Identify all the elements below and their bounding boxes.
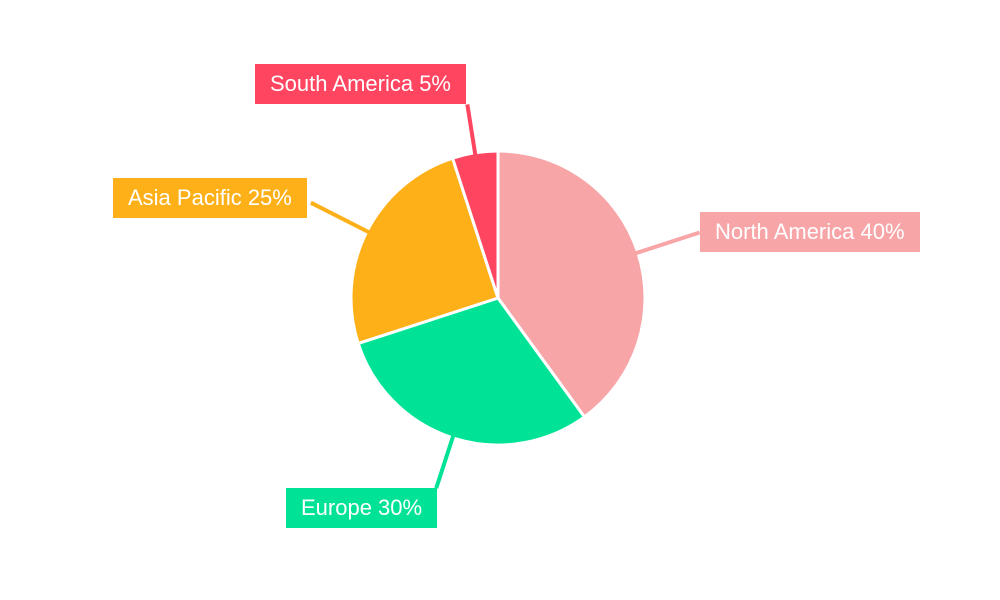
callout-label-south-america: South America 5% [270, 71, 451, 96]
callout-north-america: North America 40% [700, 212, 920, 252]
callout-label-north-america: North America 40% [715, 219, 905, 244]
leader-line-south-america [465, 104, 478, 157]
callout-south-america: South America 5% [255, 64, 466, 104]
callout-label-europe: Europe 30% [301, 495, 423, 520]
leader-line-europe [434, 434, 456, 489]
leader-line-asia-pacific [309, 200, 371, 235]
callout-label-asia-pacific: Asia Pacific 25% [128, 185, 292, 210]
callout-europe: Europe 30% [286, 488, 438, 528]
callout-asia-pacific: Asia Pacific 25% [113, 178, 307, 218]
leader-line-north-america [634, 230, 701, 256]
